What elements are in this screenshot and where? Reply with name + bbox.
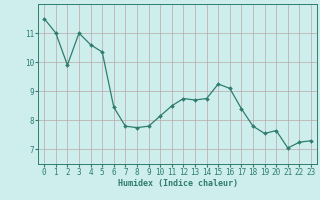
X-axis label: Humidex (Indice chaleur): Humidex (Indice chaleur): [118, 179, 238, 188]
